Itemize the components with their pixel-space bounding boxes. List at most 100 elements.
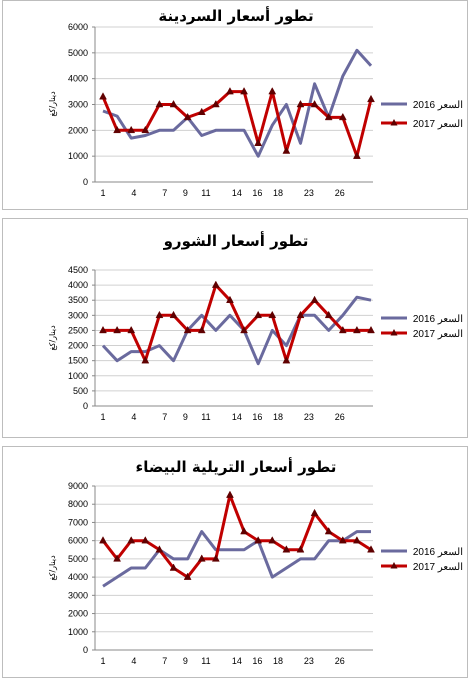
y-tick-label: 8000: [68, 499, 88, 509]
data-point: [240, 325, 248, 334]
y-tick-label: 2000: [68, 341, 88, 351]
data-point: [183, 572, 192, 580]
data-point: [169, 563, 178, 571]
data-point: [338, 536, 347, 544]
legend-marker: [390, 119, 398, 126]
y-tick-label: 2000: [68, 125, 88, 135]
data-point: [113, 125, 122, 134]
y-tick-label: 3000: [68, 310, 88, 320]
y-tick-label: 1500: [68, 356, 88, 366]
x-tick-label: 14: [232, 656, 242, 666]
x-tick-label: 7: [162, 656, 167, 666]
data-point: [310, 99, 319, 108]
data-point: [155, 310, 164, 319]
data-point: [338, 325, 347, 334]
data-point: [141, 356, 150, 364]
data-point: [282, 146, 291, 154]
x-tick-label: 18: [273, 188, 283, 198]
y-tick-label: 1000: [68, 151, 88, 161]
y-tick-label: 500: [73, 386, 88, 396]
y-axis-label: دينار/كغ: [48, 325, 57, 351]
data-point: [127, 536, 136, 544]
y-tick-label: 5000: [68, 48, 88, 58]
x-tick-label: 7: [162, 412, 167, 422]
x-tick-label: 26: [335, 656, 345, 666]
x-tick-label: 9: [183, 188, 188, 198]
x-tick-label: 16: [252, 656, 262, 666]
y-tick-label: 3000: [68, 590, 88, 600]
x-tick-label: 9: [183, 412, 188, 422]
x-tick-label: 18: [273, 412, 283, 422]
data-point: [324, 527, 333, 535]
y-tick-label: 3500: [68, 295, 88, 305]
data-point: [254, 536, 263, 544]
y-tick-label: 9000: [68, 481, 88, 491]
data-point: [240, 527, 248, 535]
data-point: [324, 310, 333, 319]
white-mullet-price-chart-panel: تطور أسعار التريلية البيضاء 0 1000 2000 3000…: [2, 446, 468, 678]
data-point: [197, 325, 206, 334]
data-point: [169, 310, 178, 319]
data-point: [268, 536, 277, 544]
data-point: [296, 545, 305, 553]
data-point: [155, 545, 164, 553]
sardine-price-chart: تطور أسعار السردينة 0 1000 2000 3000 4000 5000…: [48, 6, 463, 198]
shoro-price-chart-panel: تطور أسعار الشورو 0 500 1000 1500 2000 2500 300…: [2, 218, 468, 438]
data-point: [367, 545, 375, 553]
data-point: [141, 125, 150, 134]
legend-entry-1: السعر 2016: [413, 100, 463, 111]
x-tick-label: 9: [183, 656, 188, 666]
y-tick-label: 1000: [68, 627, 88, 637]
data-point: [310, 295, 319, 303]
y-tick-label: 2500: [68, 325, 88, 335]
data-point: [113, 325, 122, 334]
y-tick-label: 6000: [68, 22, 88, 32]
data-point: [296, 310, 305, 319]
data-point: [211, 99, 220, 108]
x-tick-label: 1: [100, 412, 105, 422]
data-point: [254, 310, 263, 319]
x-tick-label: 23: [304, 656, 314, 666]
data-point: [113, 554, 122, 562]
data-point: [197, 554, 206, 562]
white-mullet-price-chart: تطور أسعار التريلية البيضاء 0 1000 2000 3000…: [48, 457, 463, 666]
x-tick-label: 16: [252, 188, 262, 198]
data-point: [99, 536, 107, 544]
data-point: [226, 87, 234, 95]
data-point: [183, 325, 192, 334]
y-tick-label: 5000: [68, 554, 88, 564]
x-tick-label: 26: [335, 412, 345, 422]
data-point: [282, 356, 291, 364]
y-tick-label: 4000: [68, 280, 88, 290]
data-point: [268, 310, 277, 319]
data-point: [155, 99, 164, 108]
data-point: [211, 280, 220, 288]
y-tick-label: 0: [83, 645, 88, 655]
series-line-1: [102, 530, 371, 588]
data-point: [240, 87, 248, 95]
y-tick-label: 4000: [68, 572, 88, 582]
x-tick-label: 11: [201, 412, 210, 422]
data-point: [352, 151, 361, 159]
data-point: [127, 325, 136, 334]
data-point: [282, 545, 291, 553]
x-tick-label: 4: [131, 188, 136, 198]
x-tick-label: 4: [131, 656, 136, 666]
legend-marker: [390, 329, 398, 336]
chart-title: تطور أسعار الشورو: [163, 231, 309, 250]
x-tick-label: 11: [201, 656, 210, 666]
y-axis-label: دينار/كغ: [48, 91, 57, 117]
x-tick-label: 4: [131, 412, 136, 422]
x-tick-label: 11: [201, 188, 210, 198]
x-tick-label: 1: [100, 188, 105, 198]
data-point: [183, 112, 192, 121]
chart-title: تطور أسعار السردينة: [158, 6, 313, 25]
data-point: [367, 325, 375, 334]
x-tick-label: 1: [100, 656, 105, 666]
series-line-2: [101, 493, 372, 579]
legend-marker: [390, 562, 398, 569]
data-point: [169, 99, 178, 108]
x-tick-label: 14: [232, 412, 242, 422]
y-tick-label: 0: [83, 177, 88, 187]
y-tick-label: 4500: [68, 265, 88, 275]
